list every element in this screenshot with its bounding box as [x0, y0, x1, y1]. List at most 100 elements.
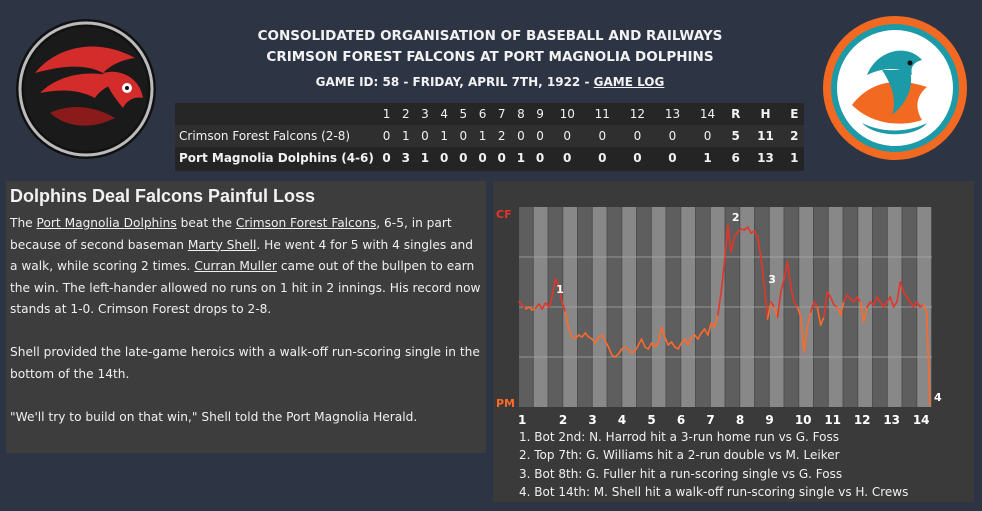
- linescore-row-away: Crimson Forest Falcons (2-8) 0 1 0 1 0 1…: [175, 125, 804, 147]
- wp-line-segment: [852, 296, 858, 303]
- x-tick-label: 8: [736, 413, 744, 426]
- wp-line-segment: [915, 301, 921, 308]
- wp-line-segment: [882, 301, 888, 308]
- wp-line-segment: [922, 304, 928, 313]
- x-tick-label: 14: [913, 413, 930, 426]
- wp-line-segment: [548, 296, 553, 308]
- wp-line-segment: [826, 291, 832, 298]
- x-tick-label: 2: [559, 413, 567, 426]
- story-paragraph: Shell provided the late-game heroics wit…: [10, 345, 480, 381]
- key-event: 4. Bot 14th: M. Shell hit a walk-off run…: [519, 485, 909, 500]
- wp-line-segment: [561, 301, 567, 313]
- wp-line-segment: [554, 278, 560, 286]
- wp-line-segment: [654, 342, 660, 348]
- wp-line-segment: [581, 332, 587, 338]
- wp-line-segment: [766, 301, 772, 320]
- y-bottom-label: PM: [496, 397, 515, 410]
- league-title: CONSOLIDATED ORGANISATION OF BASEBALL AN…: [257, 28, 723, 44]
- game-info: GAME ID: 58 - FRIDAY, APRIL 7TH, 1922 - …: [315, 75, 665, 89]
- x-tick-label: 5: [647, 413, 655, 426]
- wp-line-segment: [697, 332, 703, 340]
- wp-line-segment: [727, 224, 732, 253]
- wp-line-segment: [889, 296, 895, 308]
- wp-line-segment: [846, 294, 852, 300]
- wp-line-segment: [720, 261, 726, 293]
- wp-line-segment: [780, 278, 785, 293]
- wp-line-segment: [862, 306, 868, 323]
- wp-line-segment: [753, 230, 759, 238]
- wp-line-segment: [756, 236, 762, 258]
- falcon-logo: [16, 19, 156, 159]
- x-tick-label: 6: [677, 413, 685, 426]
- wp-line-segment: [717, 291, 722, 316]
- wp-line-segment: [823, 291, 829, 318]
- wp-line-segment: [657, 326, 663, 344]
- wp-line-segment: [892, 301, 898, 308]
- story-body: The Port Magnolia Dolphins beat the Crim…: [10, 213, 482, 428]
- away-team-name[interactable]: Crimson Forest Falcons (2-8): [175, 125, 377, 147]
- wp-line-segment: [783, 261, 789, 280]
- wp-line-segment: [876, 296, 882, 303]
- game-log-link[interactable]: GAME LOG: [593, 75, 665, 89]
- away-team-link[interactable]: Crimson Forest Falcons: [235, 216, 377, 230]
- home-team-link[interactable]: Port Magnolia Dolphins: [36, 216, 177, 230]
- linescore-row-home: Port Magnolia Dolphins (4-6) 0 3 1 0 0 0…: [175, 147, 804, 169]
- x-tick-label: 1: [518, 413, 526, 426]
- player-link-shell[interactable]: Marty Shell: [187, 237, 257, 252]
- wp-line-segment: [650, 342, 656, 348]
- wp-line-segment: [925, 311, 931, 406]
- key-event: 1. Bot 2nd: N. Harrod hit a 3-run home r…: [519, 430, 839, 444]
- wp-line-segment: [521, 304, 527, 310]
- wp-line-segment: [859, 301, 865, 323]
- wp-line-segment: [793, 301, 799, 308]
- x-tick-label: 3: [588, 413, 596, 426]
- wp-line-segment: [591, 338, 597, 344]
- wp-line-segment: [856, 296, 862, 303]
- wp-line-segment: [584, 332, 590, 338]
- wp-line-segment: [707, 322, 713, 336]
- wp-line-segment: [730, 236, 736, 253]
- wp-line-segment: [607, 346, 613, 356]
- wp-line-segment: [733, 231, 739, 238]
- wp-line-segment: [866, 301, 872, 308]
- event-marker: 1: [556, 283, 564, 296]
- x-tick-label: 10: [795, 413, 812, 426]
- wp-line-segment: [617, 348, 623, 355]
- key-events-list: 1. Bot 2nd: N. Harrod hit a 3-run home r…: [519, 428, 908, 502]
- wp-line-segment: [809, 301, 815, 313]
- wp-line-segment: [634, 344, 640, 352]
- wp-line-segment: [557, 284, 563, 303]
- wp-line-segment: [700, 328, 706, 334]
- wp-line-segment: [713, 314, 719, 328]
- player-link-muller[interactable]: Curran Muller: [194, 259, 277, 273]
- wp-line-segment: [567, 328, 573, 338]
- y-top-label: CF: [496, 208, 512, 221]
- wp-line-segment: [899, 281, 905, 293]
- wp-line-segment: [640, 338, 646, 348]
- x-tick-label: 12: [854, 413, 871, 426]
- wp-line-segment: [776, 291, 782, 318]
- x-tick-label: 13: [883, 413, 900, 426]
- wp-line-segment: [683, 338, 689, 346]
- wp-line-segment: [551, 278, 557, 298]
- game-story-panel: Dolphins Deal Falcons Painful Loss The P…: [6, 181, 486, 453]
- x-tick-label: 7: [706, 413, 714, 426]
- wp-line-segment: [594, 336, 600, 344]
- wp-line-segment: [664, 336, 669, 346]
- home-team-name[interactable]: Port Magnolia Dolphins (4-6): [175, 147, 377, 169]
- wp-line-segment: [601, 334, 606, 342]
- key-event: 3. Bot 8th: G. Fuller hit a run-scoring …: [519, 466, 843, 481]
- matchup-title: CRIMSON FOREST FALCONS AT PORT MAGNOLIA …: [266, 49, 714, 65]
- wp-line-segment: [896, 281, 901, 303]
- event-marker: 3: [768, 273, 776, 286]
- x-tick-label: 4: [618, 413, 626, 426]
- wp-line-segment: [799, 316, 805, 353]
- wp-line-segment: [687, 336, 693, 346]
- wp-line-segment: [693, 334, 699, 340]
- wp-line-segment: [813, 301, 819, 308]
- wp-line-segment: [829, 296, 835, 306]
- wp-line-segment: [677, 342, 683, 350]
- wp-line-segment: [786, 261, 792, 288]
- wp-line-segment: [604, 340, 610, 348]
